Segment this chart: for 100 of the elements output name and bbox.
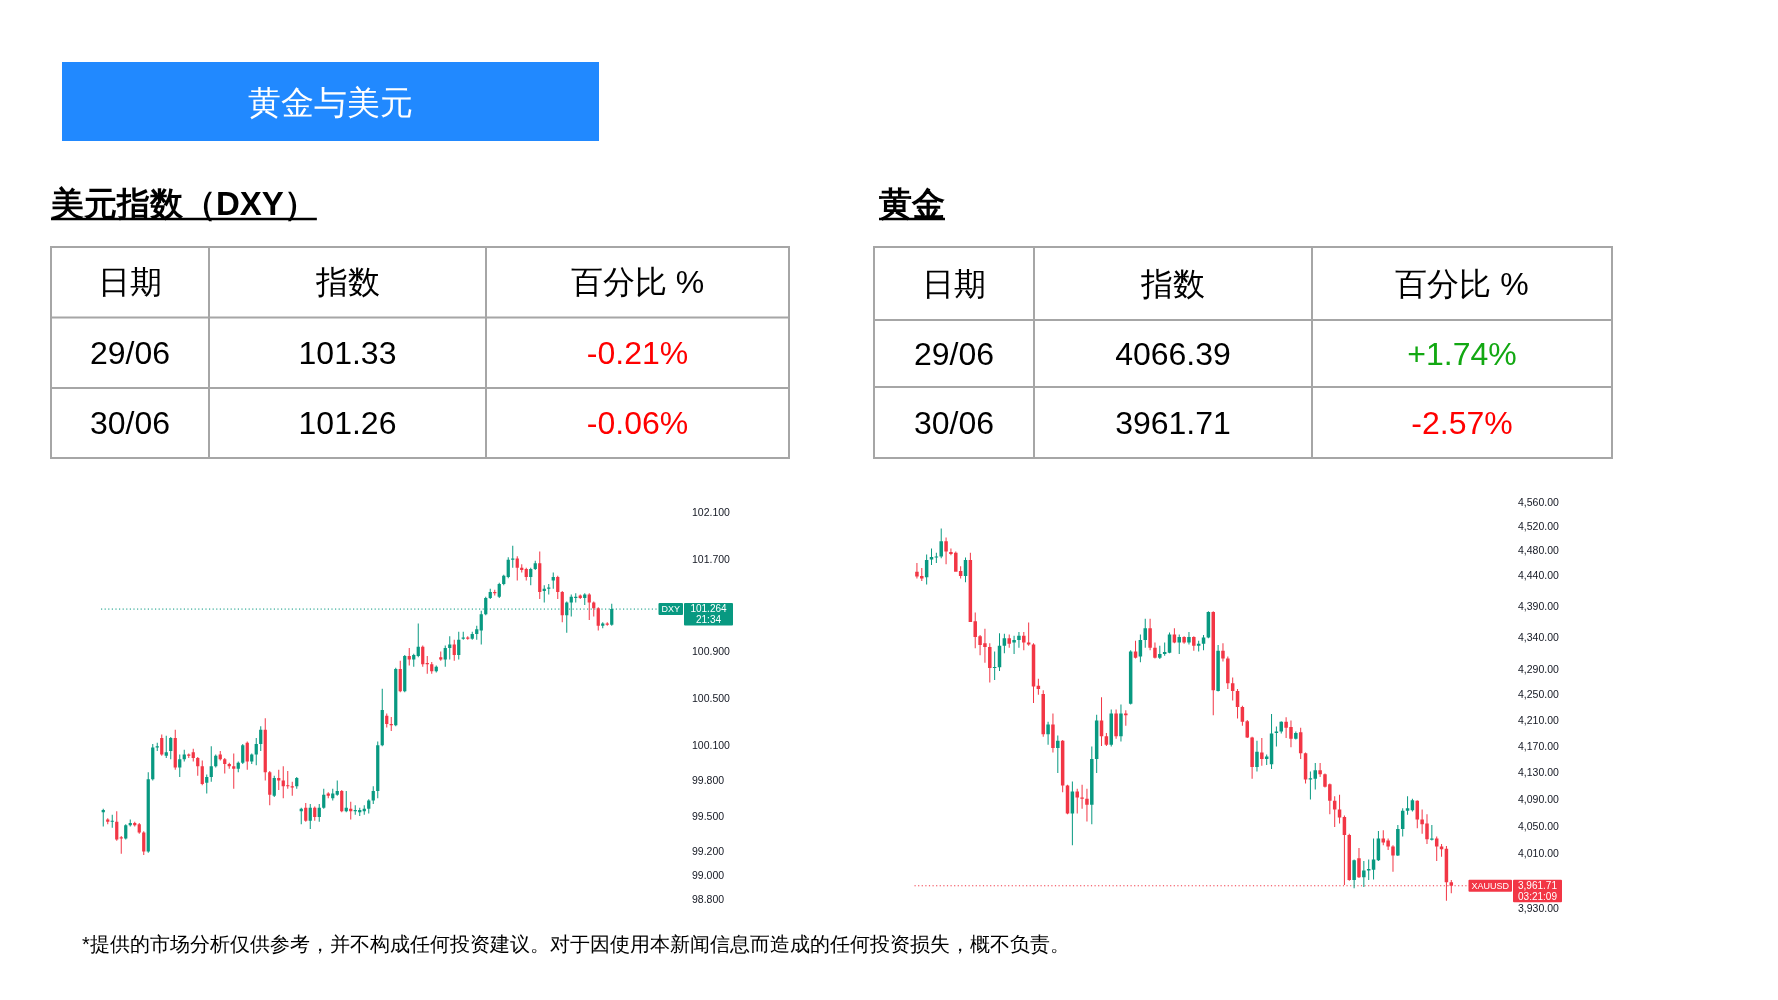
candlestick — [1357, 847, 1361, 879]
candlestick — [182, 749, 186, 762]
text: 日期 — [922, 265, 986, 302]
candlestick — [151, 743, 155, 781]
candlestick — [1104, 732, 1109, 746]
candlestick — [551, 572, 555, 589]
candlestick — [1226, 656, 1230, 689]
y-tick-label: 4,210.00 — [1518, 713, 1560, 726]
candlestick — [146, 772, 150, 853]
candlestick — [133, 821, 137, 827]
candlestick — [173, 729, 177, 770]
text: 3961.71 — [1115, 404, 1231, 441]
candlestick — [1342, 815, 1347, 885]
candlestick — [583, 593, 587, 605]
candlestick — [934, 552, 939, 564]
candlestick — [430, 661, 434, 674]
candlestick — [1332, 796, 1337, 827]
candlestick — [425, 656, 429, 674]
candlestick — [1133, 640, 1138, 659]
candlestick — [254, 738, 258, 766]
text: 21:34 — [695, 613, 722, 625]
candlestick — [448, 636, 452, 660]
candlestick — [380, 688, 384, 747]
text: 黄金与美元 — [248, 84, 413, 121]
candlestick — [578, 594, 582, 600]
candlestick — [335, 780, 339, 796]
candlestick — [1041, 690, 1045, 737]
candlestick — [475, 625, 479, 640]
candlestick — [236, 761, 240, 773]
category-label: 指数 — [1140, 265, 1205, 302]
candlestick — [376, 741, 380, 799]
candlestick — [1002, 633, 1007, 654]
candlestick — [209, 746, 213, 782]
candlestick — [232, 753, 236, 789]
candlestick — [439, 651, 443, 661]
candlestick — [187, 753, 191, 759]
ref-line-label: XAUUSD — [1471, 880, 1510, 891]
candlestick — [1434, 836, 1439, 861]
candlestick — [101, 808, 105, 827]
candlestick — [497, 582, 501, 598]
text: 黄金 — [879, 185, 945, 222]
candlestick — [128, 819, 132, 827]
y-tick-label: 102.100 — [692, 506, 731, 519]
candlestick — [367, 799, 371, 814]
candlestick — [538, 551, 542, 600]
y-tick-label: 100.500 — [692, 692, 731, 705]
candlestick — [304, 802, 308, 822]
candlestick — [1099, 697, 1104, 746]
candlestick — [119, 836, 123, 854]
candlestick — [1308, 771, 1313, 800]
candlestick — [1274, 726, 1279, 747]
candlestick — [340, 789, 344, 813]
candlestick — [1158, 645, 1162, 660]
candlestick — [272, 775, 276, 797]
candlestick — [277, 769, 281, 790]
candlestick — [1114, 709, 1118, 739]
candlestick — [529, 567, 533, 586]
candlestick — [137, 823, 141, 834]
candlestick — [1036, 678, 1041, 695]
candlestick — [142, 831, 146, 855]
candlestick — [326, 792, 330, 799]
candlestick — [1051, 713, 1055, 753]
candlestick — [466, 636, 470, 640]
candlestick — [1085, 788, 1089, 822]
candlestick — [223, 758, 227, 774]
candlestick — [263, 718, 267, 781]
candlestick — [1294, 731, 1298, 740]
candlestick — [493, 589, 497, 596]
candlestick — [524, 567, 528, 581]
y-tick-label: 4,390.00 — [1518, 599, 1560, 612]
candlestick — [587, 593, 591, 620]
candlestick — [1196, 640, 1201, 652]
y-tick-label: 4,170.00 — [1518, 739, 1560, 752]
candlestick — [511, 545, 515, 568]
candlestick — [1177, 634, 1181, 654]
candlestick — [596, 607, 600, 631]
candlestick — [929, 548, 934, 565]
category-label: 指数 — [314, 264, 380, 301]
candlestick — [227, 762, 231, 769]
candlestick — [295, 776, 299, 789]
y-tick-label: 101.700 — [692, 552, 731, 565]
candlestick — [124, 824, 128, 840]
candlestick — [416, 623, 420, 658]
candlestick — [259, 726, 263, 752]
candlestick — [601, 622, 605, 629]
candlestick — [1264, 754, 1269, 765]
category-label: 29/06 — [89, 334, 171, 371]
category-label: 30/06 — [913, 404, 995, 441]
y-tick-label: 99.200 — [692, 845, 725, 858]
text: 4066.39 — [1115, 335, 1231, 372]
candlestick — [1221, 643, 1225, 662]
candlestick — [1119, 704, 1123, 742]
candlestick — [313, 806, 317, 821]
candlestick — [1022, 631, 1026, 651]
candlestick — [205, 774, 209, 794]
category-label: 百分比 % — [1395, 265, 1529, 302]
candlestick — [308, 804, 312, 829]
candlestick — [1230, 677, 1235, 701]
candlestick — [115, 811, 119, 841]
candlestick — [502, 574, 506, 586]
